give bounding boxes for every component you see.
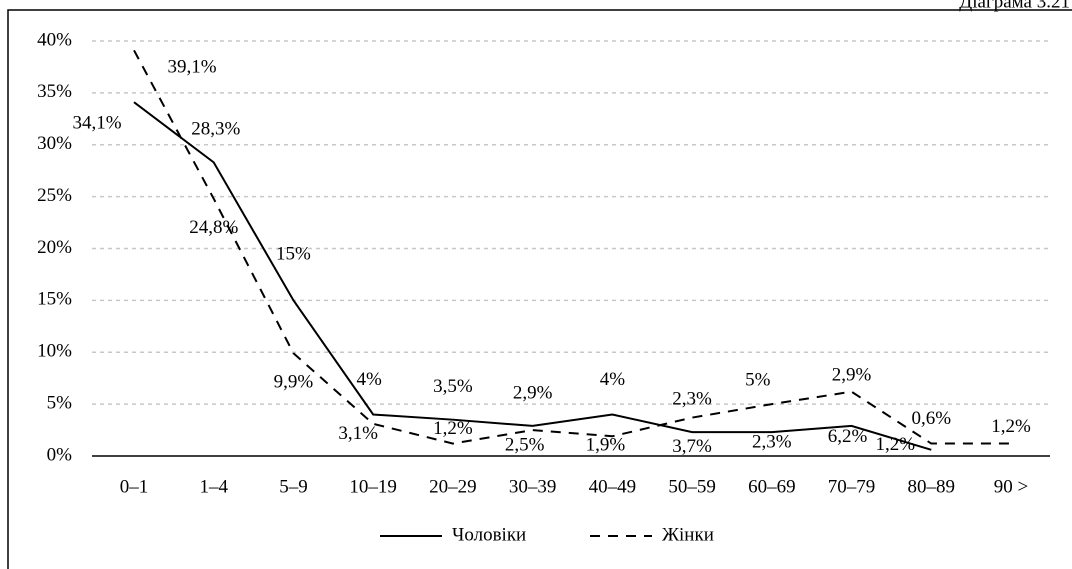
x-tick-label: 70–79: [828, 476, 876, 497]
y-tick-label: 5%: [47, 392, 73, 413]
y-tick-label: 35%: [37, 81, 72, 102]
x-tick-label: 40–49: [589, 476, 637, 497]
data-label: 2,9%: [513, 382, 553, 403]
data-label: 34,1%: [72, 113, 121, 134]
data-label: 1,2%: [433, 418, 473, 439]
x-tick-label: 50–59: [668, 476, 716, 497]
data-label: 1,9%: [586, 435, 626, 456]
x-tick-label: 90 >: [994, 476, 1028, 497]
data-label: 2,9%: [832, 364, 872, 385]
x-tick-label: 30–39: [509, 476, 557, 497]
x-tick-label: 5–9: [279, 476, 308, 497]
x-tick-label: 60–69: [748, 476, 796, 497]
data-label: 3,5%: [433, 376, 473, 397]
data-label: 9,9%: [274, 372, 314, 393]
y-tick-label: 20%: [37, 237, 72, 258]
x-tick-label: 1–4: [199, 476, 228, 497]
data-label: 0,6%: [911, 408, 951, 429]
line-series: [133, 49, 1011, 445]
data-label: 3,7%: [672, 436, 712, 457]
data-label: 1,2%: [875, 434, 915, 455]
y-tick-label: 30%: [37, 133, 72, 154]
data-label: 1,2%: [991, 416, 1031, 437]
x-tick-label: 10–19: [349, 476, 397, 497]
data-label: 2,3%: [752, 431, 792, 452]
data-label: 15%: [276, 244, 311, 265]
data-label: 39,1%: [167, 57, 216, 78]
data-label: 5%: [745, 369, 771, 390]
y-tick-label: 25%: [37, 185, 72, 206]
data-label: 4%: [357, 369, 383, 390]
y-tick-label: 10%: [37, 341, 72, 362]
chart-border: [7, 9, 1072, 569]
data-label: 2,3%: [672, 388, 712, 409]
line-series: [133, 101, 932, 451]
data-label: 28,3%: [191, 119, 240, 140]
y-tick-label: 15%: [37, 289, 72, 310]
legend-label: Чоловіки: [452, 524, 526, 545]
data-label: 2,5%: [505, 434, 545, 455]
data-label: 3,1%: [338, 423, 378, 444]
x-tick-label: 20–29: [429, 476, 477, 497]
legend-label: Жінки: [662, 524, 714, 545]
y-tick-label: 40%: [37, 29, 72, 50]
data-label: 6,2%: [828, 426, 868, 447]
y-tick-label: 0%: [47, 444, 73, 465]
chart-annotation: Діаграма 3.21: [959, 0, 1070, 12]
x-tick-label: 0–1: [120, 476, 149, 497]
x-tick-label: 80–89: [908, 476, 956, 497]
data-label: 24,8%: [189, 217, 238, 238]
data-label: 4%: [600, 369, 626, 390]
